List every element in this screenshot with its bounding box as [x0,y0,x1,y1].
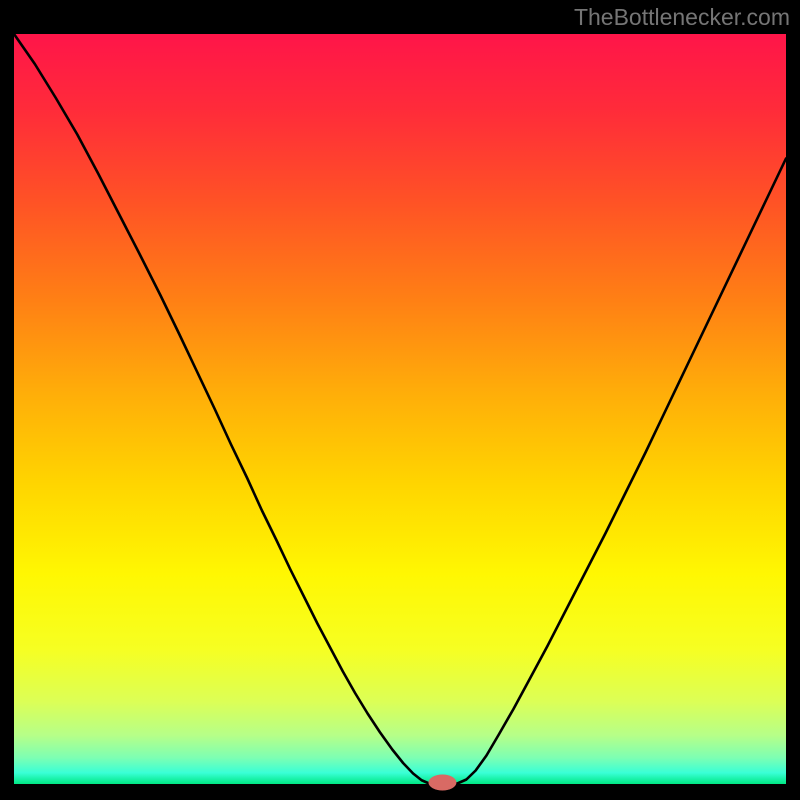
plot-background [14,34,786,784]
optimal-marker [428,775,456,791]
chart-svg [0,0,800,800]
watermark-text: TheBottlenecker.com [574,4,790,31]
